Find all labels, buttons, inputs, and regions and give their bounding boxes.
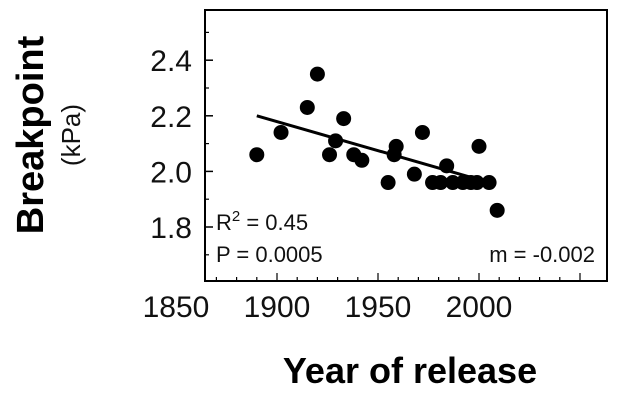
plot-frame-rect (204, 9, 608, 282)
trendline-group (256, 114, 490, 184)
axis-ticks (205, 31, 581, 281)
data-point (471, 138, 487, 154)
data-point (406, 166, 422, 182)
y-tick-labels: 1.8 2.0 2.2 2.4 (150, 45, 192, 245)
slope-annotation: m = -0.002 (489, 242, 595, 267)
p-value-annotation: P = 0.0005 (216, 242, 323, 267)
data-points (249, 66, 505, 218)
r-squared-annotation: R2 = 0.45 (216, 208, 308, 235)
data-point (380, 175, 396, 191)
y-axis-title: Breakpoint (10, 35, 52, 234)
x-tick-label: 2000 (446, 291, 513, 324)
x-tick-label: 1900 (244, 291, 311, 324)
trendline (256, 114, 490, 184)
data-point (249, 147, 265, 163)
data-point (328, 133, 344, 149)
y-axis-unit: (kPa) (56, 104, 86, 166)
data-point (388, 138, 404, 154)
x-axis-title: Year of release (283, 350, 537, 391)
data-point (309, 66, 325, 82)
data-point (439, 158, 455, 174)
y-tick-label: 2.0 (150, 156, 192, 189)
data-point (273, 124, 289, 140)
y-tick-label: 2.2 (150, 101, 192, 134)
data-point (414, 124, 430, 140)
data-point (489, 202, 505, 218)
data-point (354, 152, 370, 168)
x-tick-label: 1850 (143, 291, 210, 324)
x-tick-label: 1950 (345, 291, 412, 324)
data-point (322, 147, 338, 163)
x-tick-labels: 1850 1900 1950 2000 (143, 291, 513, 324)
y-tick-label: 1.8 (150, 212, 192, 245)
data-point (433, 175, 449, 191)
data-point (299, 99, 315, 115)
data-point (336, 111, 352, 127)
data-point (481, 175, 497, 191)
plot-frame (204, 9, 608, 282)
y-tick-label: 2.4 (150, 45, 192, 78)
data-point (469, 175, 485, 191)
